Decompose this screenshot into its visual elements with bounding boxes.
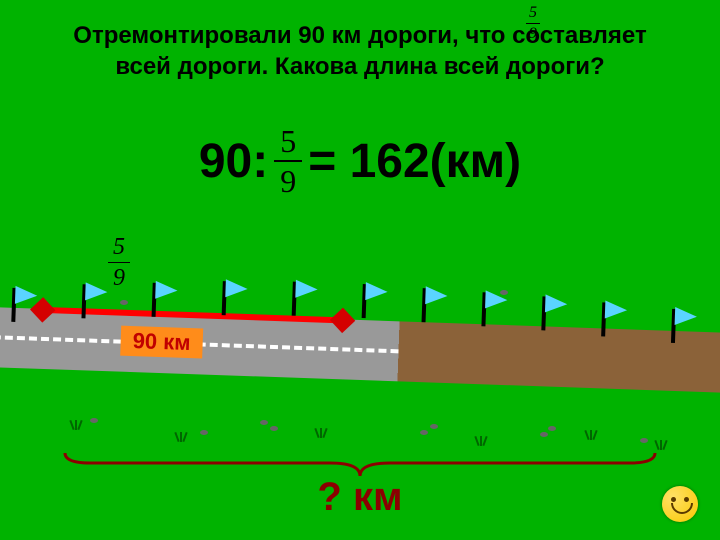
- equation: 90: 5 9 = 162(км): [0, 125, 720, 197]
- flag-icon: [292, 282, 297, 316]
- repaired-label: 90 км: [120, 326, 203, 359]
- pebble-icon: [260, 420, 268, 425]
- flag-icon: [222, 281, 227, 315]
- eq-rhs: = 162(км): [308, 134, 521, 189]
- flag-icon: [541, 296, 546, 330]
- pebble-icon: [120, 300, 128, 305]
- total-brace: [60, 448, 660, 478]
- problem-title: Отремонтировали 90 км дороги, что состав…: [0, 20, 720, 82]
- road: [0, 307, 720, 393]
- pebble-icon: [540, 432, 548, 437]
- eq-lhs: 90:: [199, 134, 268, 189]
- pebble-icon: [500, 290, 508, 295]
- title-line2: всей дороги. Какова длина всей дороги?: [0, 51, 720, 82]
- side-frac-num: 5: [108, 235, 130, 259]
- title-line1: Отремонтировали 90 км дороги, что состав…: [0, 20, 720, 51]
- brace-svg: [60, 448, 660, 478]
- eq-frac-num: 5: [280, 125, 296, 157]
- pebble-icon: [90, 418, 98, 423]
- eq-fraction: 5 9: [274, 125, 302, 197]
- eq-frac-den: 9: [280, 165, 296, 197]
- question-label: ? км: [0, 475, 720, 520]
- flag-icon: [481, 292, 486, 326]
- road-scene: 90 км: [0, 267, 720, 463]
- pebble-icon: [200, 430, 208, 435]
- pebble-icon: [270, 426, 278, 431]
- eq-frac-bar: [274, 160, 302, 162]
- pebble-icon: [420, 430, 428, 435]
- pebble-icon: [640, 438, 648, 443]
- smiley-icon: [662, 486, 698, 522]
- flag-icon: [422, 288, 427, 322]
- side-frac-bar: [108, 262, 130, 263]
- flag-icon: [362, 284, 367, 318]
- pebble-icon: [430, 424, 438, 429]
- pebble-icon: [548, 426, 556, 431]
